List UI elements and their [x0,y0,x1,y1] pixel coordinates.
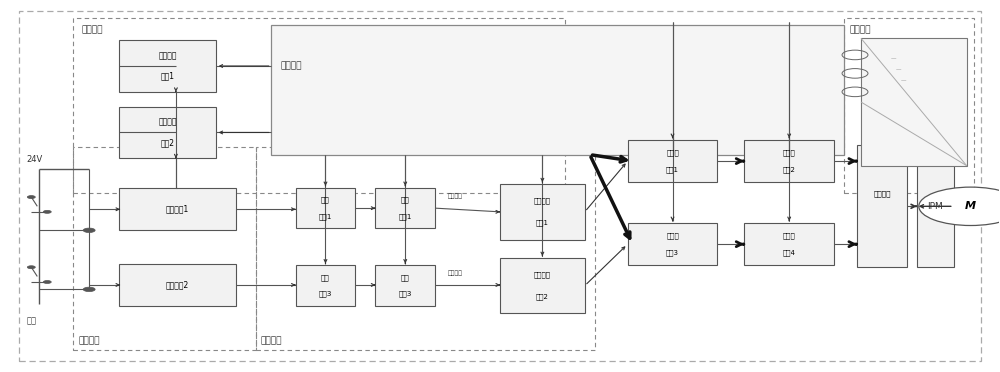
Text: 逻辑运算: 逻辑运算 [534,271,551,278]
Bar [500,258,585,313]
Bar [119,188,236,230]
Text: 滤波: 滤波 [321,197,330,203]
Text: M: M [965,201,976,211]
Bar [857,145,907,267]
Text: 电路2: 电路2 [783,166,796,173]
Text: —: — [901,78,906,84]
Text: 光耦单元: 光耦单元 [873,190,891,197]
Text: IPM: IPM [927,202,943,211]
Bar [271,25,844,155]
Text: 缓冲器: 缓冲器 [783,232,796,239]
Text: 电路4: 电路4 [783,249,796,256]
Circle shape [83,228,95,232]
Text: 电路1: 电路1 [319,213,332,219]
Text: 24V: 24V [26,155,43,164]
Text: 缓冲器: 缓冲器 [666,232,679,239]
Text: 光耦电路2: 光耦电路2 [166,280,189,289]
Text: 整形: 整形 [401,274,410,281]
Text: 电路3: 电路3 [319,291,332,297]
Circle shape [83,287,95,292]
Text: 电源关效: 电源关效 [448,193,463,199]
Bar [917,145,954,267]
Text: 执行模块: 执行模块 [261,337,282,346]
Bar [296,188,355,228]
Text: 电路3: 电路3 [399,291,412,297]
Text: 光耦电路1: 光耦电路1 [166,205,189,214]
Bar [119,107,216,158]
Text: 缓冲器: 缓冲器 [783,149,796,156]
Bar [861,38,967,166]
Text: 电路3: 电路3 [666,249,679,256]
Text: 电源关效: 电源关效 [448,270,463,276]
Text: 电路1: 电路1 [536,219,549,226]
Text: 电路1: 电路1 [160,72,174,81]
Text: 诊断模块: 诊断模块 [81,26,103,35]
Text: 开关: 开关 [26,316,36,326]
Text: 控制单元: 控制单元 [281,61,302,70]
Bar [744,140,834,182]
Bar [375,265,435,306]
Text: 信号转换: 信号转换 [158,118,177,126]
Bar [296,265,355,306]
Circle shape [27,266,35,269]
Circle shape [43,211,51,213]
Bar [256,147,595,350]
Circle shape [27,196,35,199]
Bar [375,188,435,228]
Text: 输入模块: 输入模块 [78,337,100,346]
Bar [628,223,717,265]
Text: 电路2: 电路2 [536,294,549,300]
Bar [500,184,585,240]
Bar [628,140,717,182]
Bar [744,223,834,265]
Circle shape [43,280,51,283]
Bar [119,263,236,306]
Text: —: — [896,68,901,73]
Bar [73,147,256,350]
Text: 电源模块: 电源模块 [849,26,871,35]
Text: 滤波: 滤波 [321,274,330,281]
Circle shape [919,187,1000,225]
Text: 电路1: 电路1 [666,166,679,173]
Bar [73,18,565,193]
Text: —: — [891,57,896,61]
Text: 电路1: 电路1 [399,213,412,219]
Text: 信号转换: 信号转换 [158,51,177,60]
Text: 电路2: 电路2 [160,138,174,147]
Text: 逻辑运算: 逻辑运算 [534,198,551,204]
Bar [844,18,974,193]
Text: 缓冲器: 缓冲器 [666,149,679,156]
Text: 整形: 整形 [401,197,410,203]
Bar [119,40,216,92]
